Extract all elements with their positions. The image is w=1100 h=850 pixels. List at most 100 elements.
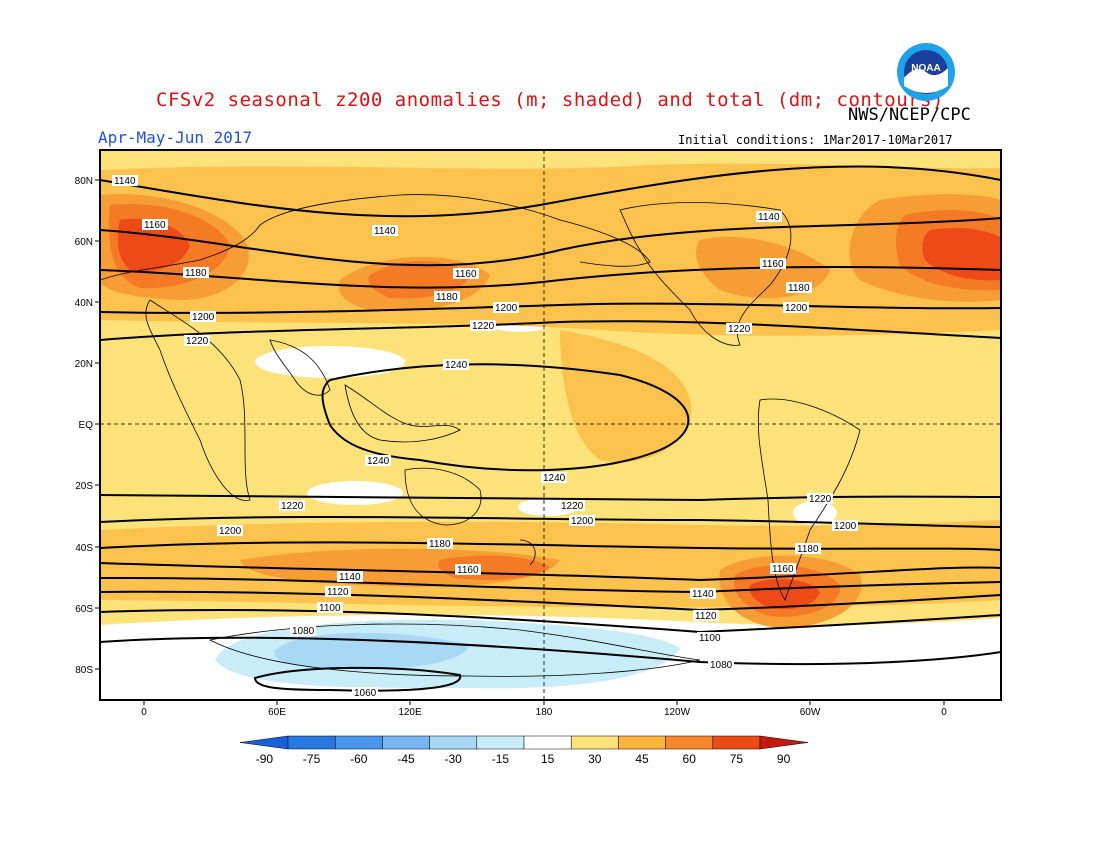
contour-label: 1140 — [758, 212, 780, 223]
contour-label: 1080 — [292, 626, 315, 637]
contour-1160-sh — [100, 562, 1001, 582]
shade-neutral-asia — [255, 346, 405, 378]
contour-label: 1220 — [728, 324, 751, 335]
contour-label: 1120 — [695, 611, 717, 622]
colorbar-swatch — [570, 735, 619, 750]
shade-neutral-indian — [307, 481, 403, 505]
map-title: CFSv2 seasonal z200 anomalies (m; shaded… — [156, 89, 944, 111]
contour-label: 1220 — [186, 336, 209, 347]
contour-label: 1180 — [185, 268, 207, 279]
anomaly-shading — [100, 150, 1001, 700]
contour-label: 1200 — [834, 521, 857, 532]
colorbar-label: 30 — [588, 752, 602, 766]
contour-label: 1240 — [367, 456, 390, 467]
lat-label: 60S — [75, 604, 93, 615]
contour-1180-sh — [100, 541, 1001, 551]
contour-label: 1200 — [785, 303, 808, 314]
longitude-axis: 0 60E 120E 180 120W 60W 0 — [141, 700, 947, 718]
lat-label: 20S — [75, 481, 93, 492]
colorbar-label: -45 — [397, 752, 415, 766]
colorbar-label: -75 — [303, 752, 321, 766]
coast-indonesia — [344, 384, 461, 443]
contour-label: 1180 — [797, 544, 819, 555]
colorbar-label: -90 — [256, 752, 274, 766]
colorbar-swatch — [429, 735, 478, 750]
contour-1140-sh — [100, 576, 1001, 594]
colorbar-label: -30 — [445, 752, 463, 766]
shade-75-atlantic — [922, 227, 1001, 281]
contour-label: 1140 — [374, 226, 396, 237]
contour-1080 — [100, 636, 1001, 666]
height-contours — [100, 165, 1001, 692]
colorbar-swatch — [382, 735, 430, 750]
noaa-logo: NOAA — [897, 43, 955, 101]
contour-1160-nh — [100, 217, 1001, 267]
contour-1140-nh — [100, 165, 1001, 218]
colorbar-swatch — [523, 735, 572, 750]
contour-label: 1160 — [457, 565, 479, 576]
shade-75-europe — [117, 218, 190, 272]
contour-label: 1240 — [543, 473, 566, 484]
lon-label: 0 — [141, 707, 147, 718]
coast-australia — [404, 467, 482, 526]
lon-label: 60E — [268, 707, 286, 718]
coast-newzealand — [519, 539, 536, 566]
contour-label: 1100 — [319, 603, 341, 614]
season-label: Apr-May-Jun 2017 — [98, 128, 253, 147]
contour-label: 1220 — [281, 501, 304, 512]
colorbar-arrow-left — [239, 735, 289, 750]
colorbar: -90 -75 -60 -45 -30 -15 15 30 45 60 75 90 — [239, 735, 809, 766]
lat-label: EQ — [79, 420, 94, 431]
contour-1200-nh — [100, 302, 1001, 314]
contour-label: 1220 — [809, 494, 832, 505]
contour-label: 1060 — [354, 688, 377, 699]
coast-antarctica — [208, 623, 701, 677]
contour-label: 1160 — [762, 259, 784, 270]
contour-1060 — [253, 666, 462, 692]
coast-eurasia — [100, 194, 651, 281]
colorbar-swatch — [618, 735, 666, 750]
colorbar-swatch — [334, 735, 383, 750]
colorbar-label: 90 — [777, 752, 791, 766]
contour-label: 1200 — [495, 303, 518, 314]
map-frame — [99, 149, 1002, 701]
contour-label: 1240 — [445, 360, 468, 371]
shade-60-pacific — [368, 261, 470, 299]
lon-label: 60W — [800, 707, 821, 718]
contour-label: 1140 — [339, 572, 361, 583]
contour-label: 1200 — [192, 312, 215, 323]
colorbar-label: -15 — [492, 752, 510, 766]
contour-1180-nh — [100, 266, 1001, 289]
contour-label: 1140 — [692, 589, 714, 600]
contour-label: 1200 — [571, 516, 594, 527]
colorbar-swatch — [665, 735, 714, 750]
lat-label: 20N — [75, 359, 93, 370]
contour-1220-nh — [100, 320, 1001, 341]
contour-label: 1200 — [219, 526, 242, 537]
lat-label: 80N — [75, 176, 93, 187]
contour-label: 1160 — [772, 564, 794, 575]
lon-label: 120E — [398, 707, 422, 718]
contour-label: 1080 — [710, 660, 733, 671]
latitude-axis: 80N 60N 40N 20N EQ 20S 40S 60S 80S — [75, 176, 100, 676]
lat-label: 80S — [75, 665, 93, 676]
contour-label: 1180 — [436, 292, 458, 303]
contour-label: 1220 — [561, 501, 584, 512]
contour-label: 1180 — [429, 539, 451, 550]
colorbar-arrow-right — [759, 735, 809, 750]
contour-1100-sh — [100, 608, 1001, 634]
contour-label: 1160 — [144, 220, 166, 231]
colorbar-label: 60 — [683, 752, 697, 766]
contour-1220-sh — [100, 494, 1001, 502]
contour-label: 1120 — [327, 587, 349, 598]
colorbar-swatch — [287, 735, 336, 750]
contour-1120-sh — [100, 590, 1001, 612]
lat-label: 60N — [75, 237, 93, 248]
lon-label: 120W — [664, 707, 691, 718]
coast-india — [269, 339, 331, 396]
contour-label: 1160 — [455, 269, 477, 280]
lon-label: 180 — [536, 707, 553, 718]
contour-label-group: 1140 1140 1140 1160 1160 1160 1180 1180 … — [112, 175, 858, 699]
contour-label: 1180 — [788, 283, 810, 294]
contour-1240 — [321, 363, 690, 472]
